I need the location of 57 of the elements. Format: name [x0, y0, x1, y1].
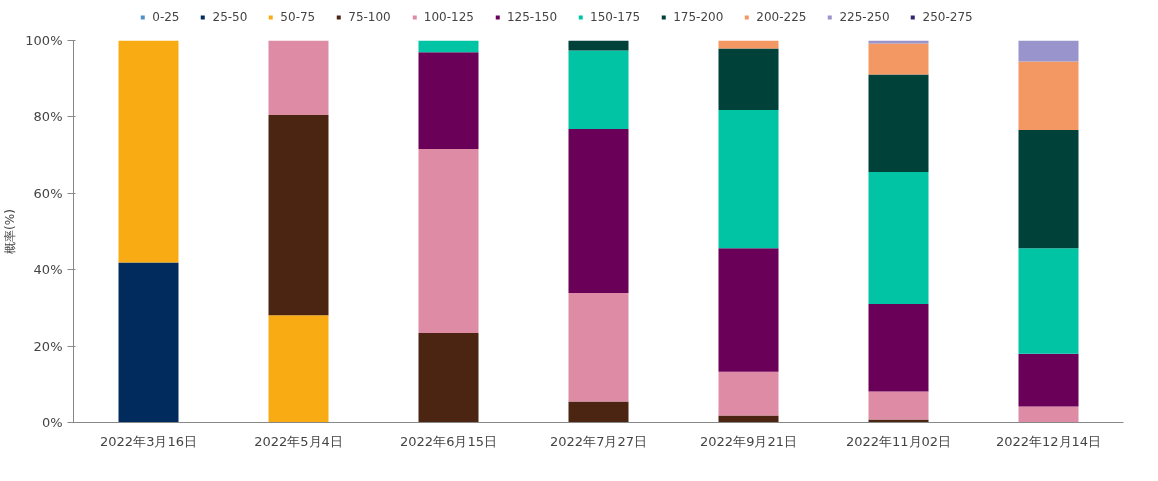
bar — [268, 40, 329, 115]
bar — [1018, 353, 1079, 407]
bar — [718, 371, 779, 416]
legend-label: 25-50 — [212, 10, 248, 24]
bar — [268, 315, 329, 423]
bar — [868, 40, 929, 44]
legend-label: 100-125 — [423, 10, 474, 24]
bar — [568, 293, 629, 402]
bar — [1018, 406, 1079, 423]
bar — [568, 40, 629, 51]
bar — [868, 391, 929, 420]
bar — [268, 114, 329, 316]
legend-label: 225-250 — [839, 10, 890, 24]
legend-label: 175-200 — [673, 10, 724, 24]
legend-label: 150-175 — [590, 10, 641, 24]
x-tick-label: 2022年3月16日 — [100, 433, 197, 449]
bar — [568, 129, 629, 293]
y-tick-label: 60% — [33, 185, 63, 201]
legend-label: 250-275 — [922, 10, 973, 24]
bar — [868, 171, 929, 305]
bar — [868, 74, 929, 172]
y-tick-label: 100% — [25, 33, 63, 48]
bar — [868, 43, 929, 75]
x-tick-label: 2022年11月02日 — [845, 433, 952, 449]
bar — [418, 52, 479, 149]
bar — [118, 40, 179, 263]
bar — [718, 248, 779, 372]
x-tick-label: 2022年5月4日 — [254, 433, 343, 449]
bar — [418, 333, 479, 423]
legend-label: 0-25 — [152, 10, 180, 24]
y-axis-title: 概率(%) — [3, 209, 18, 254]
y-tick-label: 20% — [33, 338, 63, 354]
bar — [568, 401, 629, 423]
bar — [868, 419, 929, 423]
bar — [718, 110, 779, 249]
bar — [868, 304, 929, 392]
bar — [568, 50, 629, 130]
y-tick-label: 80% — [33, 109, 63, 125]
legend-label: 125-150 — [506, 10, 558, 24]
x-tick-label: 2022年7月27日 — [550, 433, 647, 449]
legend-label: 75-100 — [348, 10, 391, 24]
bar — [418, 148, 479, 334]
bar — [1018, 248, 1079, 354]
x-tick-label: 2022年6月15日 — [400, 433, 497, 449]
bar — [118, 262, 179, 423]
bar — [418, 40, 479, 53]
x-tick-label: 2022年12月14日 — [995, 433, 1102, 449]
bar — [1018, 129, 1079, 249]
bar — [718, 48, 779, 111]
bar — [1018, 61, 1079, 130]
bar — [1018, 40, 1079, 62]
legend-label: 200-225 — [756, 10, 807, 24]
y-tick-label: 40% — [33, 262, 63, 278]
bar — [718, 40, 779, 49]
y-tick-label: 0% — [41, 415, 63, 430]
legend-label: 50-75 — [280, 10, 316, 24]
x-tick-label: 2022年9月21日 — [700, 433, 797, 449]
